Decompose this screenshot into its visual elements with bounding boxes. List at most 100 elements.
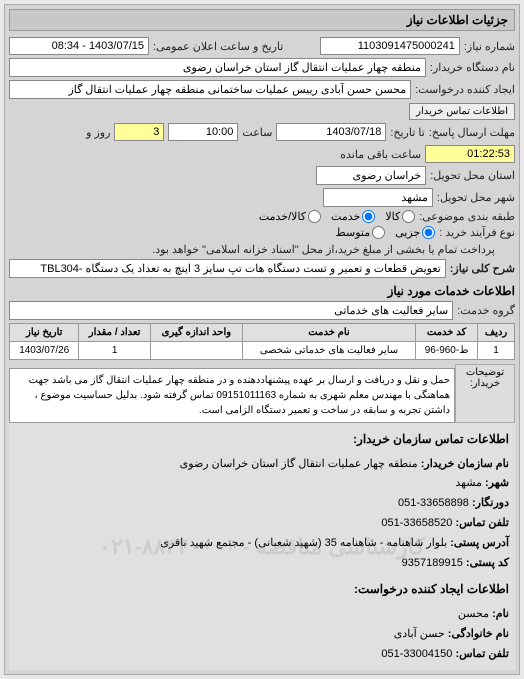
subject-label: شرح کلی نیاز:: [450, 262, 515, 275]
process-minor-label: جزیی: [395, 226, 420, 239]
col-unit: واحد اندازه گیری: [150, 324, 242, 342]
days-remaining-field: 3: [114, 123, 164, 141]
process-medium-radio[interactable]: [372, 226, 385, 239]
category-goods-label: کالا: [385, 210, 400, 223]
contact-info-button[interactable]: اطلاعات تماس خریدار: [409, 103, 515, 120]
creator-phone-label: تلفن تماس:: [455, 648, 509, 660]
subject-field: تعویض قطعات و تعمیر و تست دستگاه هات تپ …: [9, 259, 446, 278]
contact-postal-row: آدرس پستی: بلوار شاهنامه - شاهنامه 35 (ش…: [15, 534, 509, 554]
contact-phone-label: تلفن تماس:: [455, 517, 509, 529]
category-label: طبقه بندی موضوعی:: [419, 210, 515, 223]
category-service-option[interactable]: خدمت: [331, 210, 375, 223]
row-requester: ایجاد کننده درخواست: محسن حسن آبادی رییس…: [9, 80, 515, 120]
creator-fname-value: محسن: [458, 608, 489, 620]
city-field: مشهد: [323, 188, 433, 207]
contact-postcode-value: 9357189915: [402, 557, 463, 569]
category-goods-option[interactable]: کالا: [385, 210, 415, 223]
description-label: توضیحات خریدار:: [455, 364, 515, 423]
deadline-date-field: 1403/07/18: [276, 123, 386, 141]
col-name: نام خدمت: [242, 324, 415, 342]
service-group-field: سایر فعالیت های خدماتی: [9, 301, 453, 320]
category-service-label: خدمت: [331, 210, 360, 223]
services-section-title: اطلاعات خدمات مورد نیاز: [9, 284, 515, 298]
contact-org-value: منطقه چهار عملیات انتقال گاز استان خراسا…: [180, 458, 418, 470]
contact-section: اطلاعات تماس سازمان خریدار: نام سازمان خ…: [9, 423, 515, 670]
creator-fname-row: نام: محسن: [15, 605, 509, 625]
time-remaining-field: 01:22:53: [425, 145, 515, 163]
process-note: پرداخت تمام یا بخشی از مبلغ خرید،از محل …: [152, 243, 495, 256]
main-panel: جزئیات اطلاعات نیاز شماره نیاز: 11030914…: [4, 4, 520, 675]
cell-date: 1403/07/26: [10, 342, 79, 360]
contact-phone-value: 33658520-051: [381, 517, 452, 529]
remain-label: ساعت باقی مانده: [340, 148, 421, 161]
row-category: طبقه بندی موضوعی: کالا خدمت کالا/خدمت: [9, 210, 515, 223]
description-container: توضیحات خریدار: حمل و نقل و دریافت و ارس…: [9, 364, 515, 423]
deadline-label: مهلت ارسال پاسخ:: [429, 126, 515, 139]
time-label: ساعت: [242, 126, 272, 139]
contact-city-value: مشهد: [455, 477, 482, 489]
row-subject: شرح کلی نیاز: تعویض قطعات و تعمیر و تست …: [9, 259, 515, 278]
deadline-time-field: 10:00: [168, 123, 238, 141]
category-service-radio[interactable]: [362, 210, 375, 223]
creator-lname-label: نام خانوادگی:: [448, 628, 509, 640]
row-req-no: شماره نیاز: 1103091475000241 تاریخ و ساع…: [9, 37, 515, 55]
row-city: شهر محل تحویل: مشهد: [9, 188, 515, 207]
process-radio-group: جزیی متوسط: [336, 226, 436, 239]
contact-fax-row: دورنگار: 33658898-051: [15, 494, 509, 514]
datetime-label: تاریخ و ساعت اعلان عمومی:: [153, 40, 283, 53]
table-row: 1 ط-960-96 سایر فعالیت های خدماتی شخصی 1…: [10, 342, 515, 360]
city-label: شهر محل تحویل:: [437, 191, 515, 204]
col-date: تاریخ نیاز: [10, 324, 79, 342]
process-minor-option[interactable]: جزیی: [395, 226, 435, 239]
cell-name: سایر فعالیت های خدماتی شخصی: [242, 342, 415, 360]
row-process: نوع فرآیند خرید : جزیی متوسط پرداخت تمام…: [9, 226, 515, 256]
process-minor-radio[interactable]: [422, 226, 435, 239]
contact-org-row: نام سازمان خریدار: منطقه چهار عملیات انت…: [15, 455, 509, 475]
cell-unit: [150, 342, 242, 360]
province-field: خراسان رضوی: [316, 166, 426, 185]
requester-label: ایجاد کننده درخواست:: [415, 83, 515, 96]
category-both-label: کالا/خدمت: [259, 210, 306, 223]
service-group-label: گروه خدمت:: [457, 304, 515, 317]
province-label: استان محل تحویل:: [430, 169, 515, 182]
description-text: حمل و نقل و دریافت و ارسال بر عهده پیشنه…: [9, 368, 455, 423]
until-label: تا تاریخ:: [390, 126, 424, 139]
creator-phone-value: 33004150-051: [381, 648, 452, 660]
category-goods-radio[interactable]: [402, 210, 415, 223]
col-row: ردیف: [478, 324, 515, 342]
contact-fax-value: 33658898-051: [398, 497, 469, 509]
days-label: روز و: [86, 126, 110, 139]
contact-title: اطلاعات تماس سازمان خریدار:: [15, 429, 509, 451]
category-radio-group: کالا خدمت کالا/خدمت: [259, 210, 415, 223]
req-no-field: 1103091475000241: [320, 37, 460, 55]
cell-qty: 1: [79, 342, 150, 360]
creator-lname-value: حسن آبادی: [394, 628, 445, 640]
contact-city-row: شهر: مشهد: [15, 474, 509, 494]
contact-fax-label: دورنگار:: [472, 497, 509, 509]
creator-fname-label: نام:: [492, 608, 509, 620]
col-code: کد خدمت: [416, 324, 478, 342]
creator-phone-row: تلفن تماس: 33004150-051: [15, 645, 509, 665]
req-no-label: شماره نیاز:: [464, 40, 515, 53]
buyer-field: منطقه چهار عملیات انتقال گاز استان خراسا…: [9, 58, 426, 77]
row-province: استان محل تحویل: خراسان رضوی: [9, 166, 515, 185]
contact-postal-value: بلوار شاهنامه - شاهنامه 35 (شهید شعبانی)…: [160, 537, 447, 549]
creator-lname-row: نام خانوادگی: حسن آبادی: [15, 625, 509, 645]
requester-field: محسن حسن آبادی رییس عملیات ساختمانی منطق…: [9, 80, 411, 99]
process-medium-option[interactable]: متوسط: [336, 226, 386, 239]
process-medium-label: متوسط: [336, 226, 371, 239]
col-qty: تعداد / مقدار: [79, 324, 150, 342]
contact-org-label: نام سازمان خریدار:: [421, 458, 509, 470]
panel-title: جزئیات اطلاعات نیاز: [9, 9, 515, 31]
buyer-label: نام دستگاه خریدار:: [430, 61, 515, 74]
category-both-option[interactable]: کالا/خدمت: [259, 210, 321, 223]
row-buyer: نام دستگاه خریدار: منطقه چهار عملیات انت…: [9, 58, 515, 77]
cell-code: ط-960-96: [416, 342, 478, 360]
category-both-radio[interactable]: [308, 210, 321, 223]
row-service-group: گروه خدمت: سایر فعالیت های خدماتی: [9, 301, 515, 320]
cell-row: 1: [478, 342, 515, 360]
table-header-row: ردیف کد خدمت نام خدمت واحد اندازه گیری ت…: [10, 324, 515, 342]
contact-postcode-label: کد پستی:: [466, 557, 509, 569]
contact-city-label: شهر:: [485, 477, 509, 489]
creator-title: اطلاعات ایجاد کننده درخواست:: [15, 579, 509, 601]
